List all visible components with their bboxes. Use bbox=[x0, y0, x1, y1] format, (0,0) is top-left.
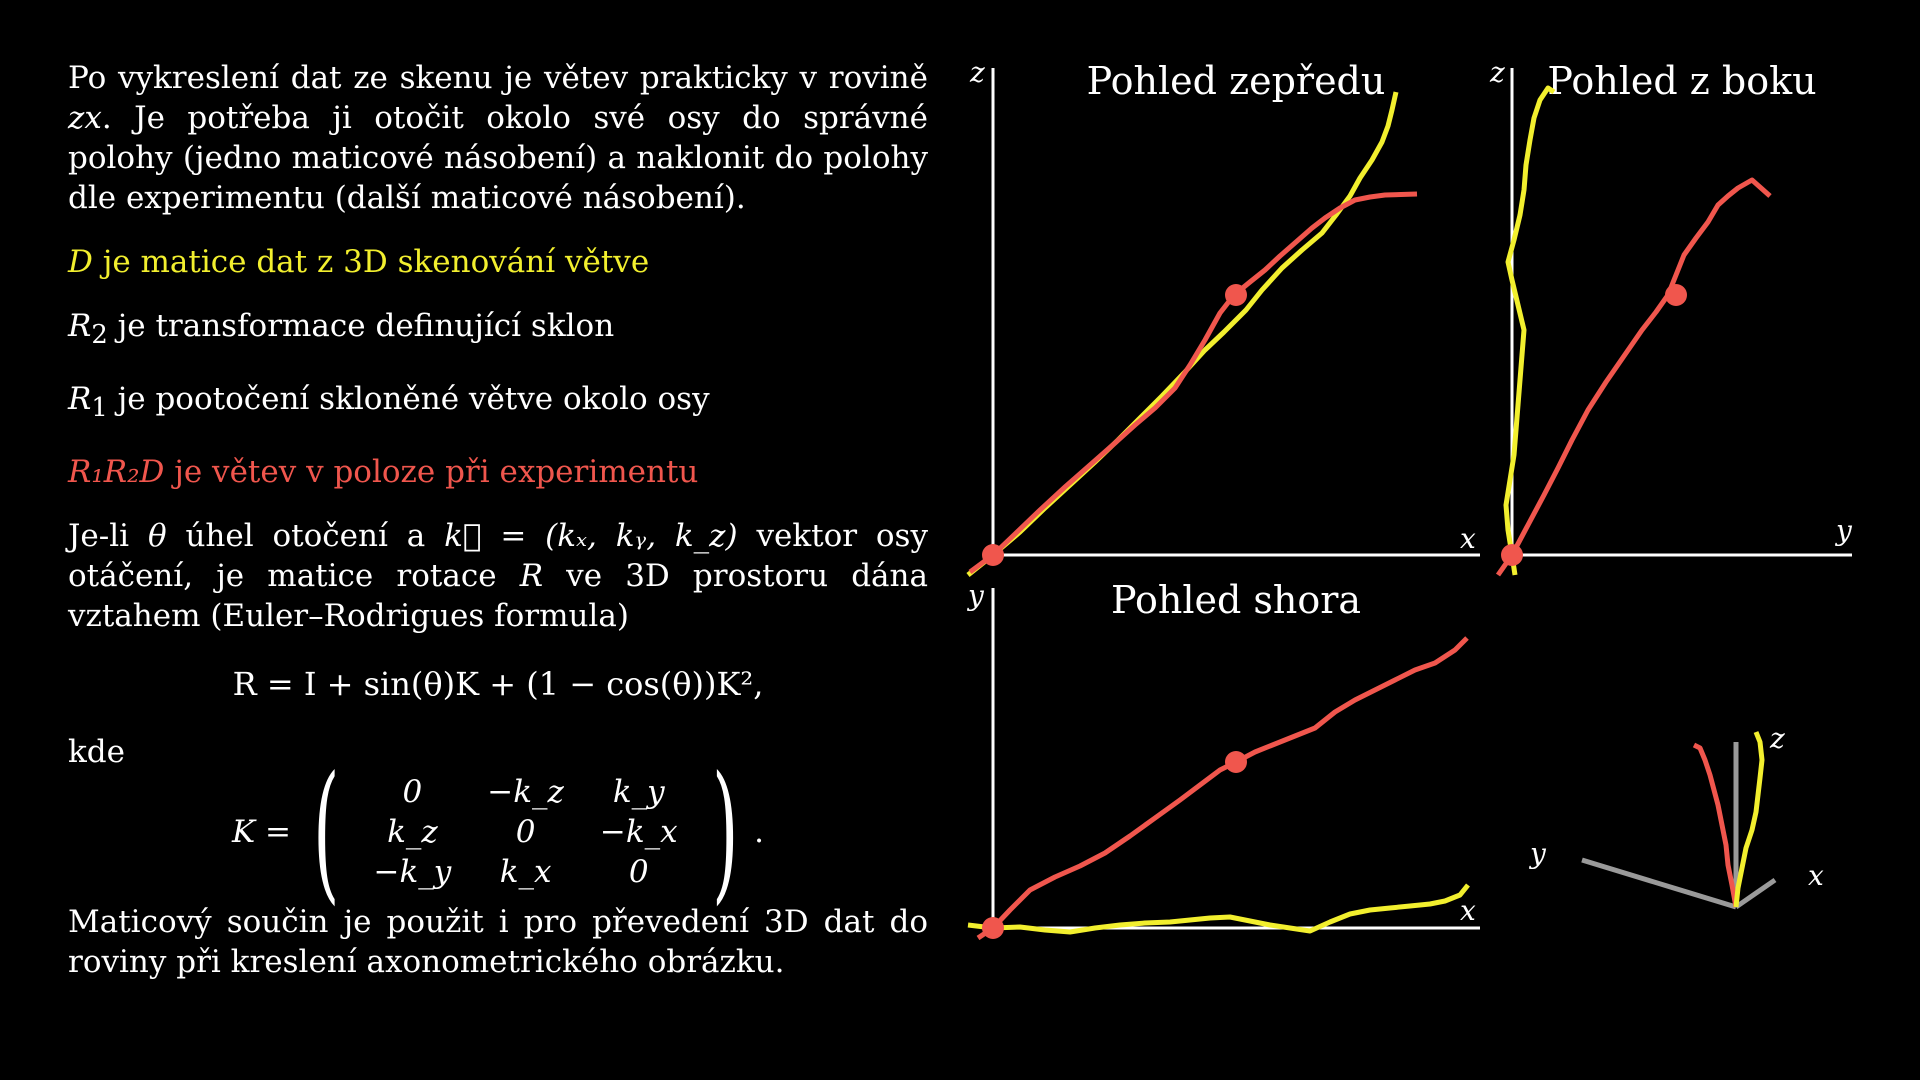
d-text: je matice dat z 3D skenování větve bbox=[92, 244, 650, 280]
rot-text-c: vektor osy otáčení, je matice rotace bbox=[68, 518, 928, 595]
matrix-row: −k_y k_x 0 bbox=[356, 852, 696, 892]
axo-yellow-branch bbox=[1733, 731, 1765, 908]
top-origin-marker bbox=[982, 917, 1004, 939]
front-x-label: x bbox=[1460, 522, 1476, 555]
r2-subscript: 2 bbox=[91, 320, 108, 351]
intro-text-a: Po vykreslení dat ze skenu je větev prak… bbox=[68, 60, 928, 96]
top-view-plot: y x Pohled shora bbox=[966, 578, 1480, 941]
matrix-cell: 0 bbox=[628, 854, 649, 891]
r2-definition: R2 je transformace definující sklon bbox=[68, 306, 928, 355]
matrix-cell: −k_x bbox=[599, 814, 678, 851]
r1-symbol: R bbox=[68, 381, 92, 418]
r-symbol: R bbox=[519, 558, 544, 595]
r1r2d-text: je větev v poloze při experimentu bbox=[164, 454, 699, 491]
side-z-label: z bbox=[1489, 56, 1505, 89]
axo-y-label: y bbox=[1528, 837, 1547, 870]
front-yellow-branch bbox=[966, 91, 1399, 577]
side-yellow-branch bbox=[1503, 85, 1556, 576]
top-y-label: y bbox=[966, 579, 985, 612]
matrix-row: 0 −k_z k_y bbox=[356, 772, 696, 812]
intro-text-b: . Je potřeba ji otočit okolo své osy do … bbox=[68, 100, 928, 216]
kde-label: kde bbox=[68, 734, 125, 771]
side-y-label: y bbox=[1834, 514, 1853, 547]
front-red-branch bbox=[968, 191, 1418, 575]
r1r2d-symbol: R₁R₂D bbox=[68, 454, 165, 491]
top-title: Pohled shora bbox=[1111, 578, 1361, 622]
matrix-cell: k_y bbox=[612, 774, 665, 811]
matrix-cell: k_z bbox=[387, 814, 438, 851]
axo-z-label: z bbox=[1769, 722, 1785, 755]
side-red-branch bbox=[1495, 177, 1772, 577]
top-yellow-branch bbox=[967, 883, 1470, 935]
d-definition: D je matice dat z 3D skenování větve bbox=[68, 242, 928, 282]
front-title: Pohled zepředu bbox=[1087, 59, 1386, 103]
rot-text-b: úhel otočení a bbox=[166, 518, 445, 555]
top-x-label: x bbox=[1460, 894, 1476, 927]
r2-symbol: R bbox=[68, 308, 92, 344]
top-mid-marker bbox=[1225, 751, 1247, 773]
left-paren: ( bbox=[313, 745, 340, 920]
matrix-cell: −k_z bbox=[487, 774, 564, 811]
intro-paragraph: Po vykreslení dat ze skenu je větev prak… bbox=[68, 58, 928, 218]
rot-text-a: Je-li bbox=[68, 518, 148, 555]
side-mid-marker bbox=[1665, 284, 1687, 306]
r1-subscript: 1 bbox=[91, 393, 108, 424]
matrix-cell: 0 bbox=[402, 774, 423, 811]
theta-symbol: θ bbox=[147, 518, 167, 555]
k-matrix: 0 −k_z k_y k_z 0 −k_x −k_y k_x 0 bbox=[356, 772, 696, 892]
front-origin-marker bbox=[982, 544, 1004, 566]
rotation-paragraph: Je-li θ úhel otočení a k⃗ = (kₓ, kᵧ, k_z… bbox=[68, 516, 928, 636]
axo-y-axis bbox=[1581, 857, 1737, 910]
matrix-cell: −k_y bbox=[373, 854, 452, 891]
top-red-branch bbox=[976, 636, 1469, 941]
r1-text: je pootočení skloněné větve okolo osy bbox=[107, 381, 710, 418]
rot-text-d: ve 3D prostoru dána vztahem (Euler–Rodri… bbox=[68, 558, 928, 635]
axo-red-branch bbox=[1692, 742, 1739, 908]
right-paren: ) bbox=[711, 745, 739, 920]
d-symbol: D bbox=[68, 244, 93, 280]
axo-x-axis bbox=[1734, 877, 1777, 910]
r2-text: je transformace definující sklon bbox=[107, 308, 615, 344]
side-origin-marker bbox=[1501, 544, 1523, 566]
r1r2d-definition: R₁R₂D je větev v poloze při experimentu bbox=[68, 452, 928, 492]
matrix-lhs: K = bbox=[231, 814, 291, 851]
k-vector: k⃗ = (kₓ, kᵧ, k_z) bbox=[444, 518, 738, 555]
matrix-cell: 0 bbox=[515, 814, 536, 851]
side-view-plot: z y Pohled z boku bbox=[1489, 56, 1853, 577]
matrix-cell: k_x bbox=[499, 854, 552, 891]
front-z-label: z bbox=[969, 56, 985, 89]
text-panel: Po vykreslení dat ze skenu je větev prak… bbox=[68, 58, 928, 1006]
matrix-end: . bbox=[754, 814, 765, 851]
rodrigues-formula: R = I + sin(θ)K + (1 − cos(θ))K², bbox=[232, 665, 764, 704]
k-matrix-block: K = ( 0 −k_z k_y k_z 0 −k_x −k_y k_x 0 )… bbox=[68, 745, 928, 920]
outro-paragraph: Maticový součin je použit i pro převeden… bbox=[68, 904, 928, 981]
intro-var-zx: zx bbox=[68, 100, 102, 136]
side-title: Pohled z boku bbox=[1547, 59, 1816, 103]
front-mid-marker bbox=[1225, 284, 1247, 306]
r1-definition: R1 je pootočení skloněné větve okolo osy bbox=[68, 379, 928, 428]
front-view-plot: z x Pohled zepředu bbox=[966, 56, 1480, 577]
matrix-row: k_z 0 −k_x bbox=[356, 812, 696, 852]
axonometric-plot: z y x bbox=[1528, 722, 1824, 910]
axo-x-label: x bbox=[1808, 859, 1824, 892]
